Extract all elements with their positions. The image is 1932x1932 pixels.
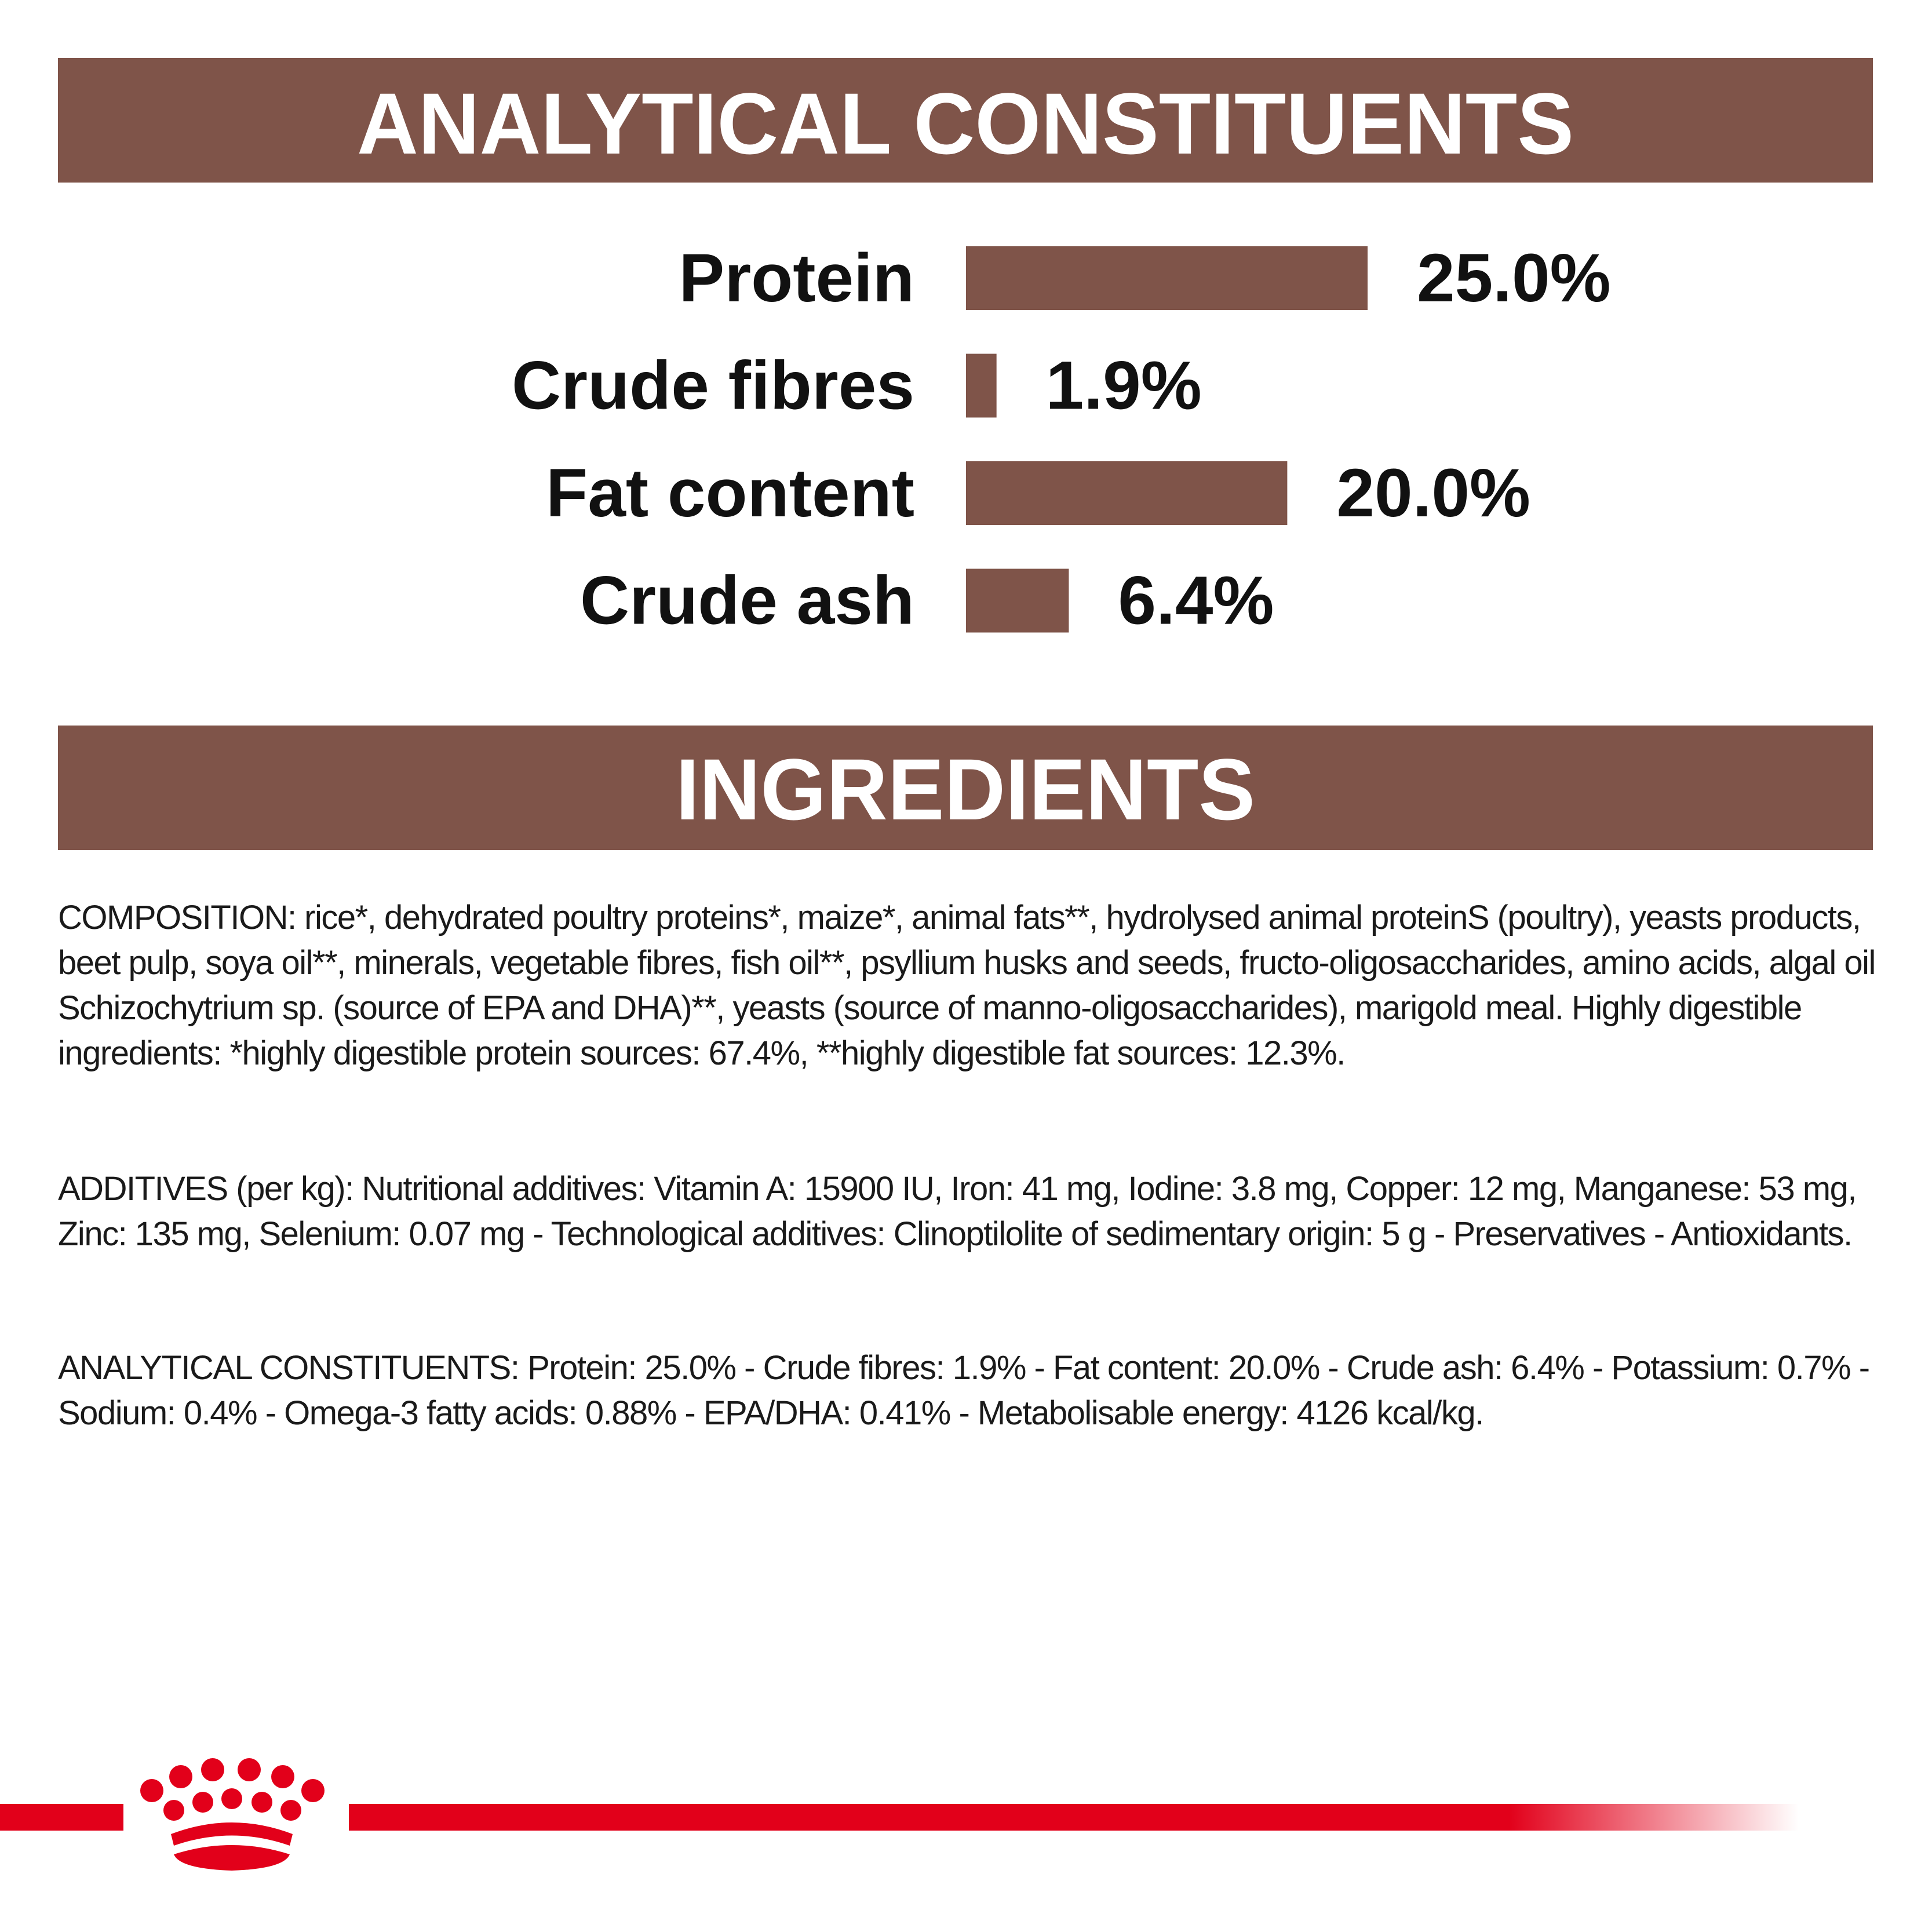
brand-line xyxy=(0,1804,123,1831)
crown-logo xyxy=(140,1758,325,1871)
ingredient-paragraph: COMPOSITION: rice*, dehydrated poultry p… xyxy=(58,899,1876,1072)
brand-line xyxy=(349,1804,1799,1831)
value-label: 6.4% xyxy=(1118,563,1274,639)
category-label: Crude ash xyxy=(580,563,914,639)
value-label: 25.0% xyxy=(1417,240,1611,316)
category-label: Crude fibres xyxy=(512,348,914,424)
ingredient-paragraph: ADDITIVES (per kg): Nutritional additive… xyxy=(58,1170,1857,1253)
bar xyxy=(966,353,997,418)
value-label: 1.9% xyxy=(1046,348,1202,424)
ingredient-paragraph: ANALYTICAL CONSTITUENTS: Protein: 25.0% … xyxy=(58,1349,1870,1432)
value-label: 20.0% xyxy=(1336,455,1530,531)
bar-chart: Protein 25.0% Crude fibres 1.9% Fat content 2… xyxy=(512,240,1611,639)
bar xyxy=(966,246,1368,310)
section-title: ANALYTICAL CONSTITUENTS xyxy=(357,75,1574,172)
bar xyxy=(966,461,1288,525)
header-band xyxy=(58,58,1873,183)
category-label: Protein xyxy=(679,240,915,316)
bar xyxy=(966,568,1069,633)
header-band xyxy=(58,726,1873,850)
category-label: Fat content xyxy=(546,455,914,531)
section-title: INGREDIENTS xyxy=(676,741,1255,838)
